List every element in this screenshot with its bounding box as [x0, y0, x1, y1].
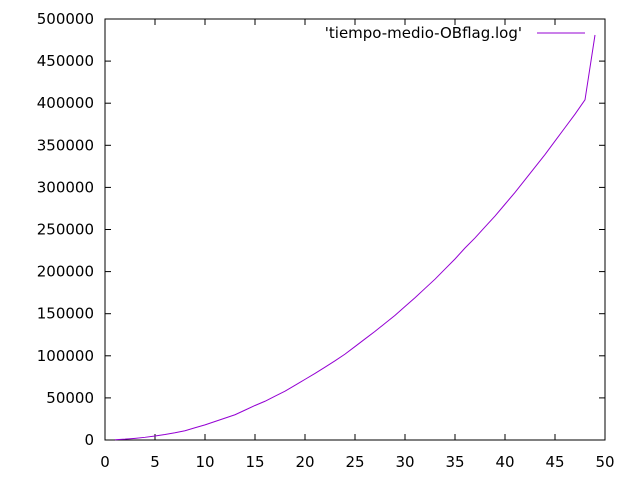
x-tick-label: 0 [100, 453, 110, 471]
x-axis: 0 5 10 15 20 25 30 35 40 45 50 [100, 19, 615, 471]
y-tick-label: 100000 [37, 347, 94, 365]
legend: 'tiempo-medio-OBflag.log' [325, 24, 585, 42]
y-tick-label: 0 [84, 431, 94, 449]
y-tick-label: 300000 [37, 178, 94, 196]
legend-label: 'tiempo-medio-OBflag.log' [325, 24, 522, 42]
y-tick-label: 250000 [37, 221, 94, 239]
y-tick-label: 450000 [37, 52, 94, 70]
y-tick-label: 400000 [37, 94, 94, 112]
x-tick-label: 25 [345, 453, 364, 471]
x-tick-label: 20 [295, 453, 314, 471]
x-tick-label: 5 [150, 453, 160, 471]
x-tick-label: 50 [595, 453, 614, 471]
x-tick-label: 10 [195, 453, 214, 471]
y-tick-label: 50000 [46, 389, 94, 407]
plot-frame [104, 18, 606, 441]
x-tick-label: 40 [495, 453, 514, 471]
y-tick-label: 350000 [37, 136, 94, 154]
x-tick-label: 45 [545, 453, 564, 471]
x-tick-label: 15 [245, 453, 264, 471]
x-tick-label: 30 [395, 453, 414, 471]
y-axis: 0 50000 100000 150000 200000 250000 300000 3500… [37, 10, 605, 449]
y-tick-label: 200000 [37, 263, 94, 281]
series-line [114, 34, 596, 441]
series-layer [114, 34, 596, 441]
y-tick-label: 150000 [37, 305, 94, 323]
y-tick-label: 500000 [37, 10, 94, 28]
x-tick-label: 35 [445, 453, 464, 471]
